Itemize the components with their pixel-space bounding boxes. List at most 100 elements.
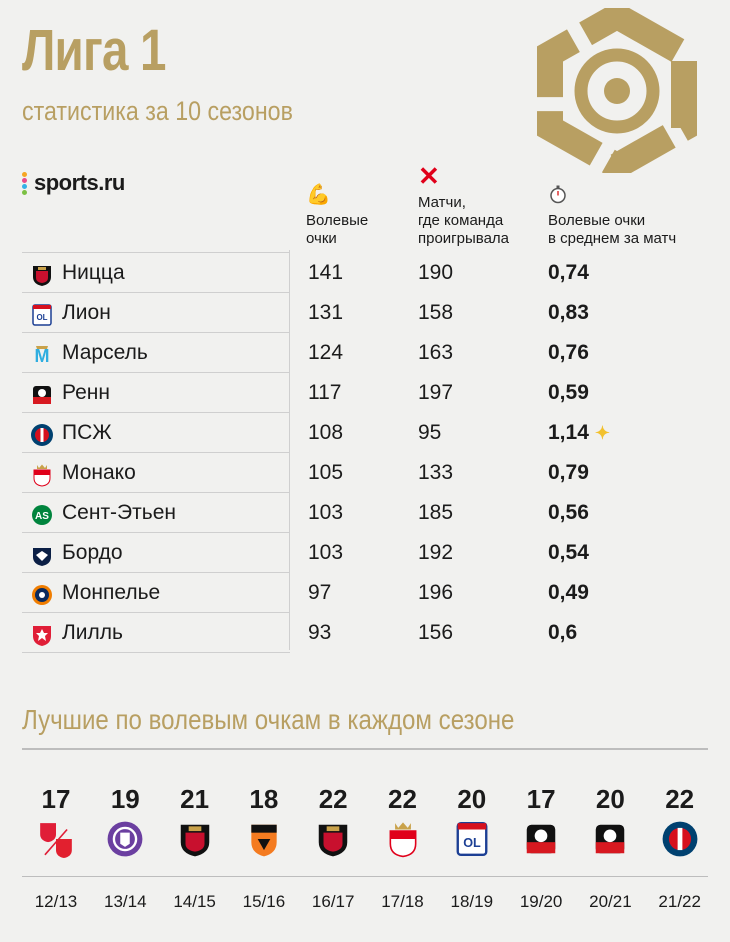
team-name: Марсель — [62, 341, 148, 364]
season-value: 17 — [41, 784, 71, 814]
psg-crest-icon — [661, 816, 699, 862]
season-label: 12/13 — [34, 892, 78, 911]
svg-text:AS: AS — [35, 511, 49, 522]
row-divider — [22, 412, 290, 413]
points-cell: 93 — [308, 621, 332, 644]
team-cell: Монако — [22, 453, 290, 493]
avg-cell: 0,83 — [548, 301, 589, 324]
rennes-crest-icon — [591, 816, 629, 862]
row-divider — [22, 372, 290, 373]
avg-cell: 0,74 — [548, 261, 589, 284]
svg-text:M: M — [35, 346, 50, 366]
season-value: 20 — [457, 784, 487, 814]
page-subtitle: статистика за 10 сезонов — [22, 96, 293, 126]
season-label: 16/17 — [311, 892, 355, 911]
table-column-divider — [289, 250, 290, 650]
psg-badge-icon — [30, 421, 54, 446]
row-divider — [22, 452, 290, 453]
season-value: 22 — [388, 784, 417, 814]
seasons-divider — [22, 876, 708, 877]
season-label: 17/18 — [381, 892, 424, 911]
table-row: OL Лион 131 158 0,83 — [22, 293, 707, 333]
season-label: 13/14 — [104, 892, 147, 911]
season-item: 22 17/18 — [369, 786, 437, 911]
team-cell: Лилль — [22, 613, 290, 653]
season-item: 19 13/14 — [91, 786, 159, 911]
team-name: Лилль — [62, 621, 123, 644]
best-section-top-line — [22, 748, 708, 750]
team-name: Ренн — [62, 381, 110, 404]
team-name: Монако — [62, 461, 136, 484]
col-header-avg: Волевые очки в среднем за матч — [548, 212, 677, 247]
points-cell: 141 — [308, 261, 344, 284]
team-name: Лион — [62, 301, 111, 324]
season-value: 20 — [595, 784, 625, 814]
table-row: Лилль 93 156 0,6 — [22, 613, 707, 653]
avg-cell: 0,54 — [548, 541, 589, 564]
team-cell: OL Лион — [22, 293, 290, 333]
table-row: Ницца 141 190 0,74 — [22, 253, 707, 293]
star-icon: ✦ — [594, 423, 610, 443]
team-cell: Ренн — [22, 373, 290, 413]
brand-dots-icon — [22, 172, 28, 196]
avg-cell: 0,49 — [548, 581, 589, 604]
table-top-divider — [22, 252, 290, 253]
avg-cell: 0,76 — [548, 341, 589, 364]
season-item: 18 15/16 — [230, 786, 298, 911]
season-label: 15/16 — [242, 892, 286, 911]
points-cell: 124 — [308, 341, 344, 364]
points-cell: 108 — [308, 421, 344, 444]
lille-badge-icon — [30, 621, 54, 646]
stopwatch-icon — [548, 184, 568, 208]
season-item: 17 12/13 — [22, 786, 90, 911]
monaco-badge-icon — [30, 461, 54, 487]
lost-matches-cell: 163 — [418, 341, 454, 364]
team-cell: Ницца — [22, 253, 290, 293]
season-item: 22 16/17 — [299, 786, 367, 911]
points-cell: 105 — [308, 461, 344, 484]
season-value: 18 — [249, 784, 279, 814]
season-item: 22 21/22 — [646, 786, 714, 911]
rennes-badge-icon — [30, 381, 54, 405]
row-divider — [22, 572, 290, 573]
table-row: M Марсель 124 163 0,76 — [22, 333, 707, 373]
lost-matches-cell: 196 — [418, 581, 454, 604]
avg-cell: 0,6 — [548, 621, 578, 644]
season-label: 18/19 — [450, 892, 494, 911]
season-item: 20 OL 18/19 — [438, 786, 506, 911]
avg-cell: 0,79 — [548, 461, 589, 484]
lorient-crest-icon — [245, 816, 283, 862]
team-cell: M Марсель — [22, 333, 290, 373]
team-cell: AS Сент-Этьен — [22, 493, 290, 533]
team-name: Сент-Этьен — [62, 501, 176, 524]
lost-matches-cell: 95 — [418, 421, 442, 444]
flexed-biceps-icon: 💪 — [306, 184, 331, 206]
team-cell: Бордо — [22, 533, 290, 573]
table-row: Монпелье 97 196 0,49 — [22, 573, 707, 613]
avg-cell: 1,14 ✦ — [548, 421, 610, 444]
ligue1-logo-icon — [530, 1, 705, 181]
lost-matches-cell: 185 — [418, 501, 454, 524]
table-row: Монако 105 133 0,79 — [22, 453, 707, 493]
avg-cell: 0,59 — [548, 381, 589, 404]
season-label: 14/15 — [173, 892, 216, 911]
brand-logo: sports.ru — [22, 170, 125, 196]
points-cell: 103 — [308, 541, 344, 564]
season-value: 21 — [180, 784, 210, 814]
points-cell: 97 — [308, 581, 332, 604]
lost-matches-cell: 156 — [418, 621, 454, 644]
lyon-crest-icon: OL — [453, 816, 491, 862]
row-divider — [22, 532, 290, 533]
monaco-crest-icon — [384, 816, 422, 862]
lost-matches-cell: 192 — [418, 541, 454, 564]
brand-name: sports.ru — [34, 170, 125, 195]
svg-text:OL: OL — [36, 313, 47, 322]
svg-text:OL: OL — [463, 836, 481, 850]
season-label: 20/21 — [589, 892, 632, 911]
table-row: ПСЖ 108 95 1,14 ✦ — [22, 413, 707, 453]
row-divider — [22, 652, 290, 653]
rennes-crest-icon — [522, 816, 560, 862]
table-row: AS Сент-Этьен 103 185 0,56 — [22, 493, 707, 533]
col-header-lost: Матчи, где команда проигрывала — [418, 194, 510, 247]
season-label: 19/20 — [519, 892, 563, 911]
